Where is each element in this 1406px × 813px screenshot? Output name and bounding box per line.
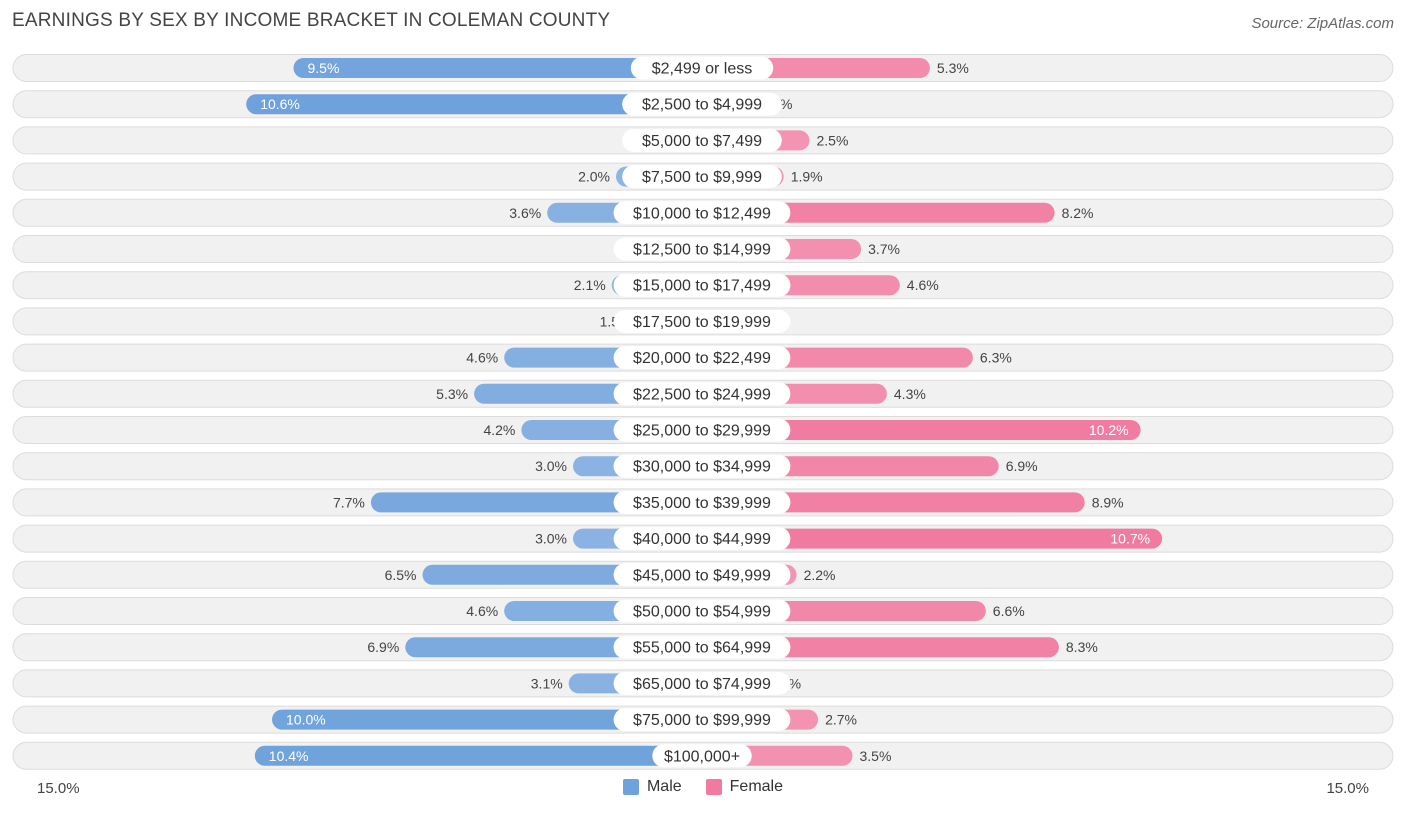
male-bar [254,745,703,766]
female-value-label: 8.2% [1062,205,1094,221]
category-label: $2,499 or less [652,61,753,78]
female-value-label: 3.5% [860,748,892,764]
legend-swatch-female [705,779,722,795]
male-value-label: 10.4% [269,748,309,764]
female-value-label: 6.9% [1006,458,1038,474]
category-pill [630,56,774,80]
female-value-label: 4.6% [907,277,939,293]
category-label: $10,000 to $12,499 [633,205,771,222]
female-value-label: 10.2% [1089,422,1129,438]
category-pill [613,563,791,587]
female-value-label: 6.3% [980,350,1012,366]
male-value-label: 4.6% [466,350,498,366]
category-pill [652,744,752,768]
female-value-label: 6.6% [993,603,1025,619]
legend-label-female: Female [729,778,784,795]
female-value-label: 2.2% [804,567,836,583]
category-label: $45,000 to $49,999 [633,567,771,584]
female-value-label: 4.3% [894,386,926,402]
legend-item-male[interactable]: Male [622,778,682,796]
female-value-label: 3.7% [868,241,900,257]
category-pill [613,382,791,406]
category-label: $5,000 to $7,499 [642,133,762,150]
male-value-label: 3.0% [535,531,567,547]
male-value-label: 10.0% [286,712,326,728]
category-label: $100,000+ [664,748,740,765]
category-pill [613,490,791,514]
category-label: $50,000 to $54,999 [633,604,771,621]
female-value-label: 10.7% [1110,531,1150,547]
male-value-label: 5.3% [436,386,468,402]
female-bar [702,528,1163,549]
chart-title: EARNINGS BY SEX BY INCOME BRACKET IN COL… [12,10,611,31]
male-value-label: 3.0% [535,458,567,474]
category-label: $12,500 to $14,999 [633,242,771,259]
male-value-label: 2.0% [578,169,610,185]
male-value-label: 7.7% [333,494,365,510]
female-bar [702,420,1141,440]
category-label: $20,000 to $22,499 [633,350,771,367]
category-label: $7,500 to $9,999 [642,169,762,186]
category-pill [622,128,782,152]
male-value-label: 2.1% [574,277,606,293]
legend-label-male: Male [646,778,682,795]
female-value-label: 1.9% [791,169,823,185]
category-pill [613,418,791,442]
male-value-label: 4.6% [466,603,498,619]
category-pill [613,454,791,478]
category-label: $55,000 to $64,999 [633,640,771,657]
female-value-label: 2.7% [825,712,857,728]
category-pill [622,165,782,189]
axis-left-label: 15.0% [37,780,80,797]
male-value-label: 10.6% [260,96,300,112]
category-label: $17,500 to $19,999 [633,314,771,331]
male-value-label: 6.5% [385,567,417,583]
legend-swatch-male [622,779,639,795]
legend: Male Female [0,778,1406,796]
category-pill [622,92,782,116]
male-value-label: 6.9% [367,639,399,655]
female-value-label: 2.5% [817,132,849,148]
female-value-label: 8.3% [1066,639,1098,655]
female-value-label: 5.3% [937,60,969,76]
category-pill [613,237,791,261]
female-bar [702,492,1085,513]
category-label: $35,000 to $39,999 [633,495,771,512]
category-label: $75,000 to $99,999 [633,712,771,729]
category-pill [613,635,791,659]
category-pill [613,708,791,732]
male-bar [246,94,702,115]
source-label: Source: ZipAtlas.com [1251,15,1394,32]
category-pill [613,273,791,297]
category-label: $30,000 to $34,999 [633,459,771,476]
male-value-label: 3.1% [531,675,563,691]
male-bar [272,709,702,730]
category-label: $40,000 to $44,999 [633,531,771,548]
axis-right-label: 15.0% [1326,780,1369,797]
male-value-label: 4.2% [483,422,515,438]
legend-item-female[interactable]: Female [705,778,784,796]
category-pill [613,346,791,370]
category-pill [613,527,791,551]
category-label: $15,000 to $17,499 [633,278,771,295]
male-value-label: 3.6% [509,205,541,221]
category-pill [613,309,791,333]
category-pill [613,599,791,623]
male-bar [293,58,702,78]
category-label: $2,500 to $4,999 [642,97,762,114]
category-pill [613,671,791,695]
category-pill [613,201,791,225]
category-label: $22,500 to $24,999 [633,386,771,403]
category-label: $25,000 to $29,999 [633,423,771,440]
female-bar [702,202,1055,223]
female-bar [702,637,1059,658]
female-value-label: 8.9% [1092,494,1124,510]
male-value-label: 9.5% [308,60,340,76]
category-label: $65,000 to $74,999 [633,676,771,693]
